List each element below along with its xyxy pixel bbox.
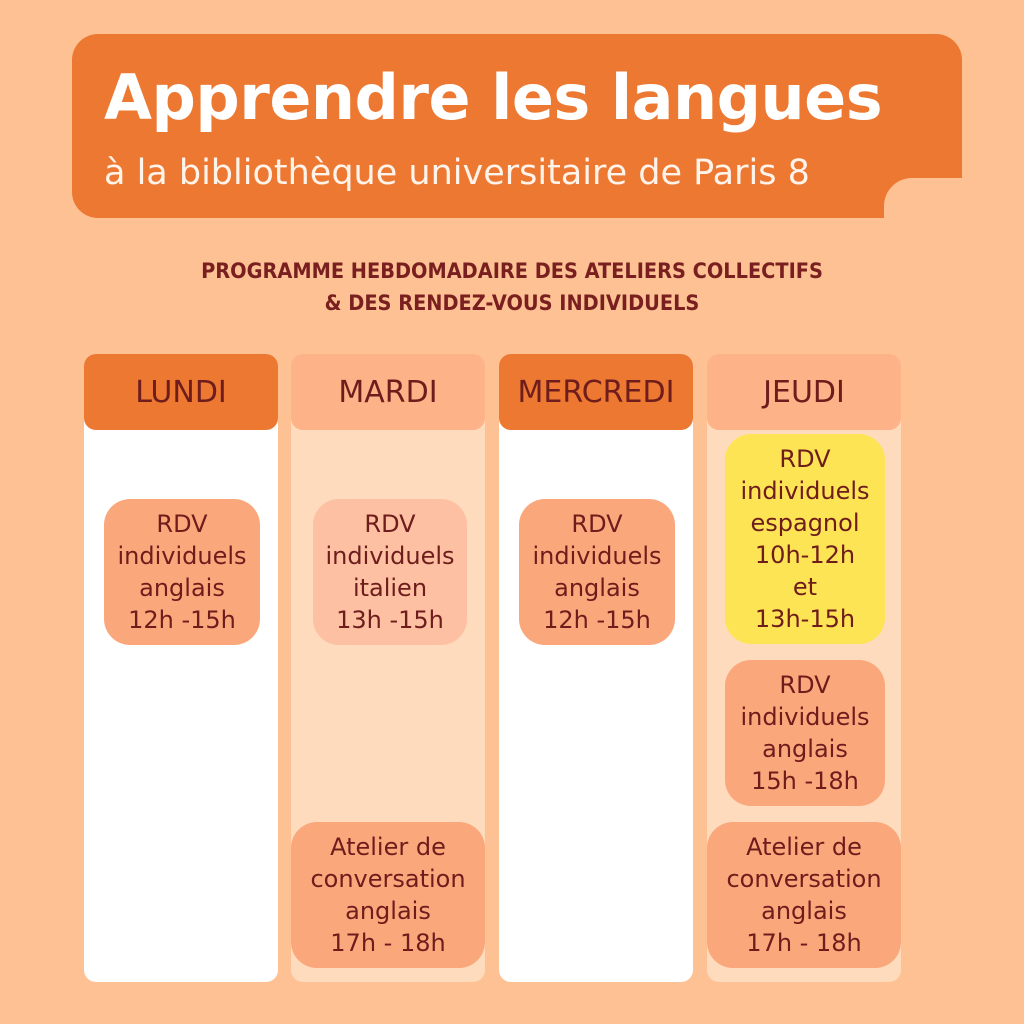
event-lundi-rdv-anglais: RDV individuels anglais 12h -15h — [104, 499, 260, 645]
day-header-mardi: MARDI — [291, 354, 485, 430]
event-text: RDV individuels anglais 12h -15h — [117, 510, 247, 634]
event-text: Atelier de conversation anglais 17h - 18… — [726, 833, 882, 957]
programme-line-2: & DES RENDEZ-VOUS INDIVIDUELS — [324, 291, 700, 316]
title-banner — [72, 34, 962, 218]
event-mardi-atelier-conversation: Atelier de conversation anglais 17h - 18… — [291, 822, 485, 968]
event-text: RDV individuels espagnol 10h-12h et 13h-… — [740, 445, 870, 633]
programme-heading: PROGRAMME HEBDOMADAIRE DES ATELIERS COLL… — [0, 256, 1024, 320]
event-text: RDV individuels italien 13h -15h — [325, 510, 455, 634]
event-text: Atelier de conversation anglais 17h - 18… — [310, 833, 466, 957]
column-lundi: LUNDI RDV individuels anglais 12h -15h — [84, 354, 278, 982]
column-mercredi: MERCREDI RDV individuels anglais 12h -15… — [499, 354, 693, 982]
event-jeudi-rdv-espagnol: RDV individuels espagnol 10h-12h et 13h-… — [725, 434, 885, 644]
event-text: RDV individuels anglais 15h -18h — [740, 671, 870, 795]
event-jeudi-atelier-conversation: Atelier de conversation anglais 17h - 18… — [707, 822, 901, 968]
event-text: RDV individuels anglais 12h -15h — [532, 510, 662, 634]
page-subtitle: à la bibliothèque universitaire de Paris… — [104, 153, 810, 193]
programme-line-1: PROGRAMME HEBDOMADAIRE DES ATELIERS COLL… — [201, 259, 823, 284]
day-header-lundi: LUNDI — [84, 354, 278, 430]
event-mercredi-rdv-anglais: RDV individuels anglais 12h -15h — [519, 499, 675, 645]
banner-notch — [884, 178, 962, 218]
page-title: Apprendre les langues — [104, 61, 883, 134]
day-header-jeudi: JEUDI — [707, 354, 901, 430]
column-jeudi: JEUDI RDV individuels espagnol 10h-12h e… — [707, 354, 901, 982]
column-mardi: MARDI RDV individuels italien 13h -15h A… — [291, 354, 485, 982]
event-mardi-rdv-italien: RDV individuels italien 13h -15h — [313, 499, 467, 645]
day-header-mercredi: MERCREDI — [499, 354, 693, 430]
event-jeudi-rdv-anglais: RDV individuels anglais 15h -18h — [725, 660, 885, 806]
